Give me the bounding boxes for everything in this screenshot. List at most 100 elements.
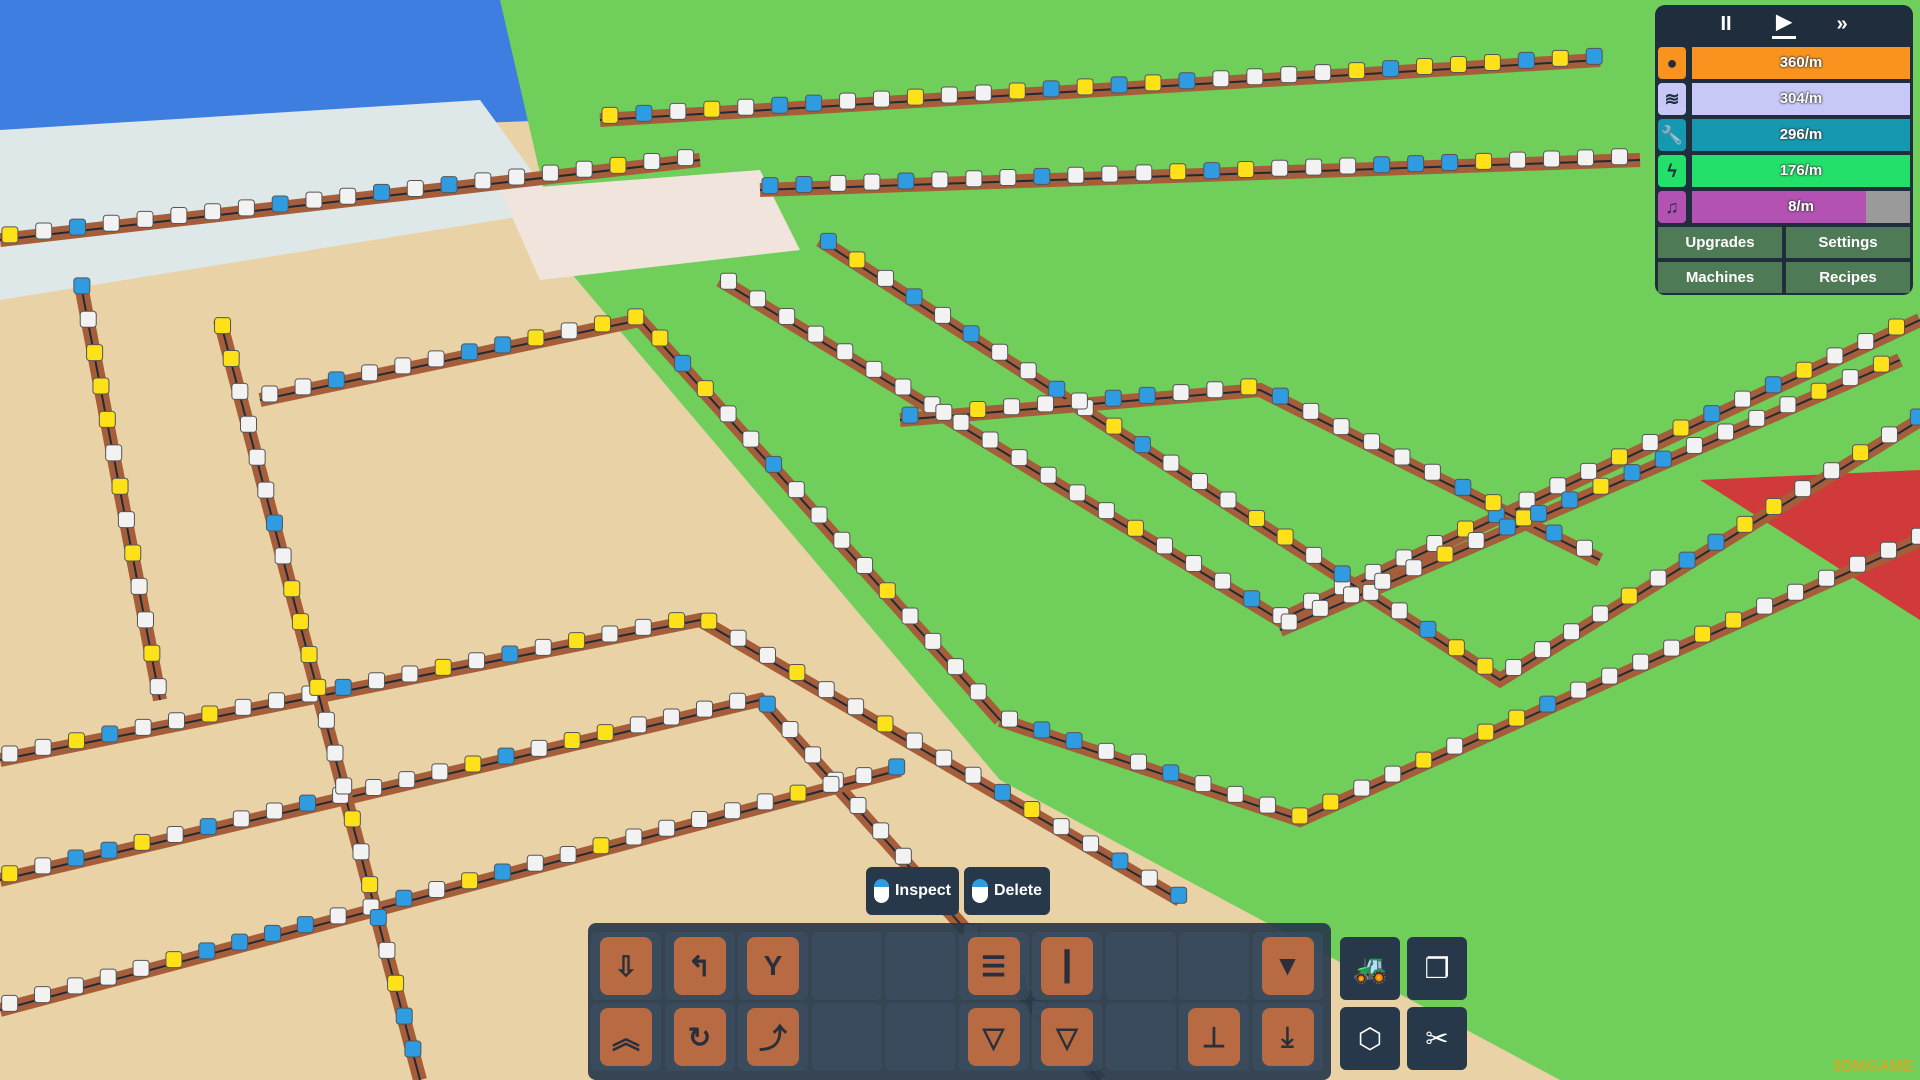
tool-slot[interactable]: ▽ <box>958 1003 1029 1071</box>
item-cube <box>1498 518 1516 536</box>
item-cube <box>1348 62 1366 80</box>
item-cube <box>508 168 526 186</box>
upgrades-button[interactable]: Upgrades <box>1658 227 1782 258</box>
inspect-label: Inspect <box>894 882 951 899</box>
item-cube <box>839 92 857 110</box>
tool-slot[interactable]: ┃ <box>1032 932 1102 1000</box>
item-cube <box>530 739 548 757</box>
tool-slot[interactable]: ⊥ <box>1179 1003 1249 1071</box>
tool-slot[interactable]: ☰ <box>958 932 1029 1000</box>
item-cube <box>1237 160 1255 178</box>
rotate-icon: ↻ <box>673 1008 726 1066</box>
item-cube <box>1190 473 1208 491</box>
item-cube <box>848 251 866 269</box>
item-cube <box>1172 384 1190 402</box>
item-cube <box>231 382 249 400</box>
item-cube <box>1707 533 1725 551</box>
item-cube <box>1033 721 1051 739</box>
item-cube <box>1475 152 1493 170</box>
rate-value: 8/m <box>1788 198 1814 215</box>
item-cube <box>1407 155 1425 173</box>
item-cube <box>981 431 999 449</box>
machines-button[interactable]: Machines <box>1658 262 1782 293</box>
wrench-icon: 🔧 <box>1658 119 1686 151</box>
item-cube <box>819 232 837 250</box>
rate-value: 296/m <box>1779 126 1823 143</box>
item-cube <box>888 758 906 776</box>
tool-slot[interactable]: Y <box>738 932 808 1000</box>
item-cube <box>1562 623 1580 641</box>
item-cube <box>1246 68 1264 86</box>
item-cube <box>1036 395 1054 413</box>
item-cube <box>1010 449 1028 467</box>
tool-slot[interactable]: ⤴ <box>738 1003 808 1071</box>
rate-value: 176/m <box>1779 162 1823 179</box>
item-cube <box>237 199 255 217</box>
item-cube <box>398 771 416 789</box>
item-cube <box>952 413 970 431</box>
waves-icon: ≋ <box>1658 83 1686 115</box>
item-cube <box>901 607 919 625</box>
item-cube <box>1082 835 1100 853</box>
delete-cube-button[interactable]: ⬡ <box>1340 1007 1400 1070</box>
tool-slot[interactable]: ▼ <box>1252 932 1323 1000</box>
item-cube <box>1539 695 1557 713</box>
tool-slot[interactable]: ⇩ <box>591 932 661 1000</box>
rate-row: ● 360/m <box>1658 47 1910 79</box>
pause-button[interactable]: II <box>1720 12 1732 35</box>
bulldozer-button[interactable]: 🚜 <box>1340 937 1400 1000</box>
item-cube <box>361 364 379 382</box>
item-cube <box>406 180 424 198</box>
item-cube <box>1678 551 1696 569</box>
item-cube <box>1070 392 1088 410</box>
rate-bar: 176/m <box>1692 155 1910 187</box>
item-cube <box>872 822 890 840</box>
item-cube <box>168 712 186 730</box>
copy-button[interactable]: ❐ <box>1407 937 1467 1000</box>
item-cube <box>165 951 183 969</box>
item-cube <box>758 695 776 713</box>
item-cube <box>460 343 478 361</box>
item-cube <box>101 725 119 743</box>
tool-slot[interactable]: ↻ <box>664 1003 735 1071</box>
item-cube <box>257 481 275 499</box>
item-cube <box>876 269 894 287</box>
item-cube <box>461 872 479 890</box>
item-cube <box>669 102 687 120</box>
item-cube <box>863 173 881 191</box>
fast-forward-button[interactable]: » <box>1836 12 1848 35</box>
item-cube <box>263 924 281 942</box>
item-cube <box>136 210 154 228</box>
recipes-button[interactable]: Recipes <box>1786 262 1910 293</box>
item-cube <box>1039 466 1057 484</box>
drill-cone-icon: ▽ <box>967 1008 1020 1066</box>
item-cube <box>34 986 52 1004</box>
item-cube <box>170 207 188 225</box>
item-cube <box>117 511 135 529</box>
tool-slot[interactable]: ︽ <box>591 1003 661 1071</box>
item-cube <box>822 775 840 793</box>
tool-slot[interactable]: ⤓ <box>1252 1003 1323 1071</box>
play-button[interactable]: ▶ <box>1772 9 1796 39</box>
item-cube <box>931 171 949 189</box>
item-cube <box>67 849 85 867</box>
item-cube <box>105 444 123 462</box>
item-cube <box>1575 539 1593 557</box>
settings-button[interactable]: Settings <box>1786 227 1910 258</box>
item-cube <box>1508 709 1526 727</box>
item-cube <box>1033 167 1051 185</box>
item-cube <box>274 547 292 565</box>
item-cube <box>974 84 992 102</box>
item-cube <box>1019 362 1037 380</box>
item-cube <box>756 793 774 811</box>
item-cube <box>1601 667 1619 685</box>
item-cube <box>1374 572 1392 590</box>
tool-slot[interactable]: ↰ <box>664 932 735 1000</box>
scissors-button[interactable]: ✂ <box>1407 1007 1467 1070</box>
item-cube <box>1823 462 1841 480</box>
item-cube <box>394 357 412 375</box>
item-cube <box>719 405 737 423</box>
tool-slot[interactable]: ▽ <box>1032 1003 1102 1071</box>
item-cube <box>935 403 953 421</box>
